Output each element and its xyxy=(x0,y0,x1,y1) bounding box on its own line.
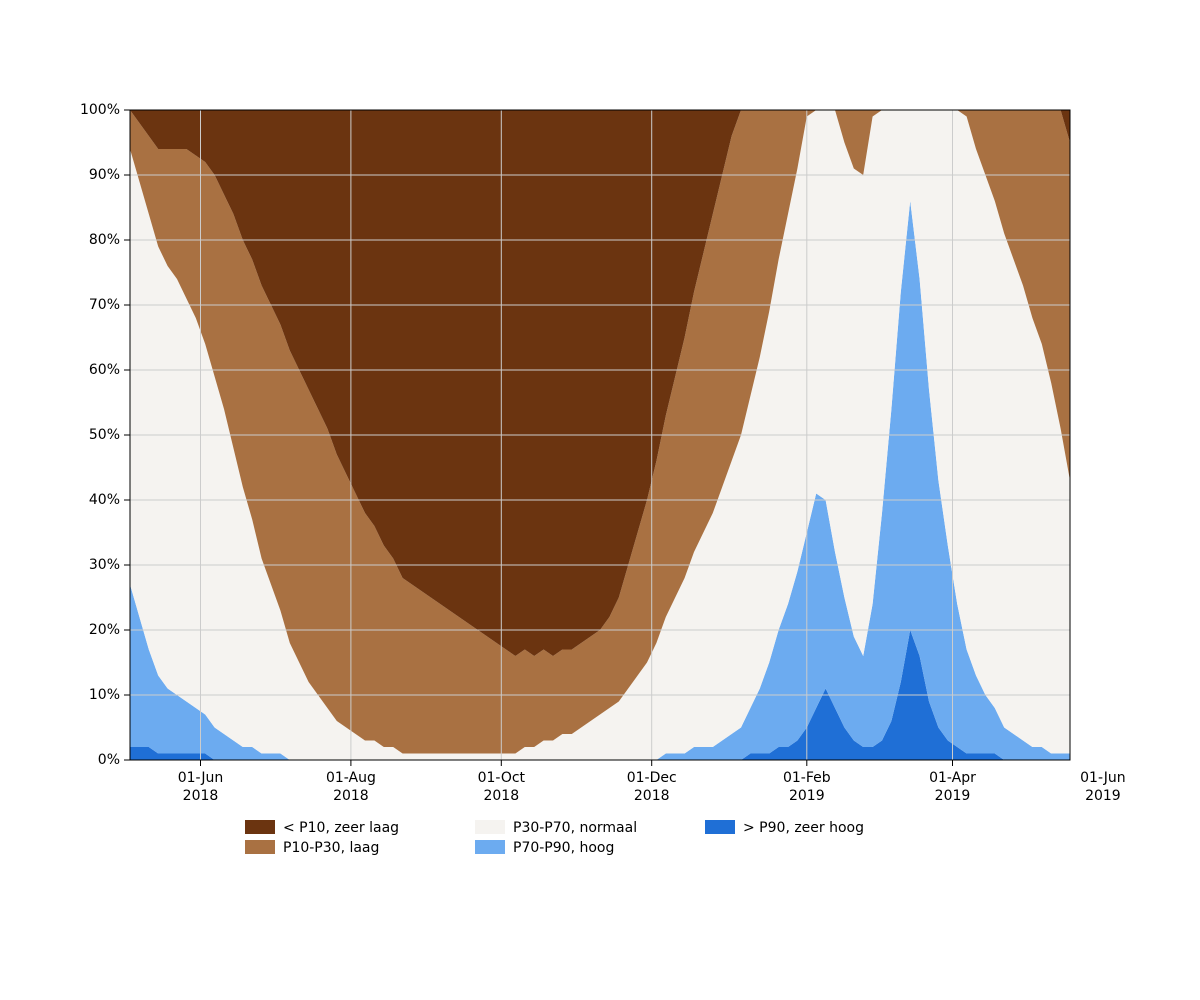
x-tick-sublabel: 2019 xyxy=(1085,788,1121,804)
legend-swatch-p10_30 xyxy=(245,840,275,854)
x-tick-label: 01-Feb xyxy=(783,770,831,786)
x-tick-label: 01-Dec xyxy=(627,770,677,786)
y-tick-label: 40% xyxy=(89,492,120,508)
stacked-area-chart: 0% 10% 20% 30% 40% 50% 60% 70% 80% 90% 100% 01-Jun 2… xyxy=(0,0,1200,1000)
y-tick-label: 10% xyxy=(89,687,120,703)
x-tick-sublabel: 2019 xyxy=(935,788,971,804)
legend-label-p10: < P10, zeer laag xyxy=(283,820,399,836)
x-tick-label: 01-Jun xyxy=(1080,770,1126,786)
x-tick-label: 01-Aug xyxy=(326,770,376,786)
y-tick-label: 0% xyxy=(98,752,120,768)
x-tick-sublabel: 2018 xyxy=(634,788,670,804)
legend-swatch-p90 xyxy=(705,820,735,834)
y-tick-label: 60% xyxy=(89,362,120,378)
y-tick-label: 50% xyxy=(89,427,120,443)
legend-label-p10_30: P10-P30, laag xyxy=(283,840,379,856)
y-tick-label: 90% xyxy=(89,167,120,183)
legend-label-p90: > P90, zeer hoog xyxy=(743,820,864,836)
legend-swatch-p10 xyxy=(245,820,275,834)
legend-label-normal: P30-P70, normaal xyxy=(513,820,637,836)
chart-svg: 0% 10% 20% 30% 40% 50% 60% 70% 80% 90% 100% 01-Jun 2… xyxy=(0,0,1200,1000)
x-tick-label: 01-Jun xyxy=(178,770,224,786)
legend-swatch-normal xyxy=(475,820,505,834)
y-tick-label: 30% xyxy=(89,557,120,573)
x-tick-sublabel: 2018 xyxy=(483,788,519,804)
x-tick-sublabel: 2019 xyxy=(789,788,825,804)
y-tick-label: 20% xyxy=(89,622,120,638)
legend-swatch-p70_90 xyxy=(475,840,505,854)
x-tick-sublabel: 2018 xyxy=(183,788,219,804)
x-tick-sublabel: 2018 xyxy=(333,788,369,804)
legend-label-p70_90: P70-P90, hoog xyxy=(513,840,614,856)
x-tick-label: 01-Oct xyxy=(478,770,526,786)
y-tick-label: 80% xyxy=(89,232,120,248)
y-tick-label: 100% xyxy=(80,102,120,118)
x-tick-label: 01-Apr xyxy=(929,770,976,786)
y-tick-label: 70% xyxy=(89,297,120,313)
